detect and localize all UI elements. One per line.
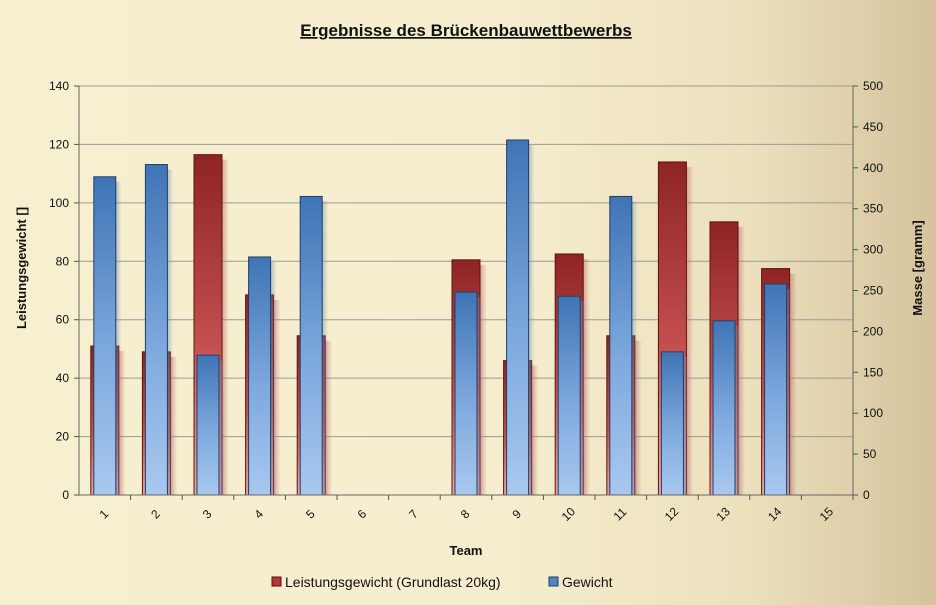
legend: Leistungsgewicht (Grundlast 20kg) Gewich… [271, 574, 613, 590]
y-tick-label: 140 [49, 79, 69, 93]
y2-tick-label: 100 [863, 406, 883, 420]
legend-swatch-leistungsgewicht [271, 576, 282, 587]
bar-shadow-gewicht [477, 297, 483, 495]
bar-shadow-gewicht [580, 301, 587, 495]
bar-shadow-leistungsgewicht [273, 299, 281, 495]
bar-shadow-gewicht [322, 201, 329, 495]
x-tick-label: 2 [148, 507, 163, 522]
bar-shadow-leistungsgewicht [789, 273, 797, 495]
x-axis-label: Team [450, 543, 483, 558]
bar-shadow-leistungsgewicht [634, 340, 642, 495]
bar-shadow-gewicht [631, 201, 638, 495]
bar-shadow-leistungsgewicht [583, 258, 591, 495]
y-tick-label: 40 [56, 371, 70, 385]
bar-shadow-leistungsgewicht [118, 351, 126, 495]
bar-gewicht [609, 195, 633, 496]
legend-label-gewicht: Gewicht [562, 574, 613, 590]
bar-shadow-gewicht [270, 261, 277, 495]
bar-gewicht [144, 164, 168, 496]
bar-gewicht [506, 139, 530, 496]
bar-shadow-leistungsgewicht [170, 356, 178, 495]
legend-label-leistungsgewicht: Leistungsgewicht (Grundlast 20kg) [285, 574, 501, 590]
y-tick-label: 100 [49, 196, 69, 210]
bar-gewicht [454, 291, 478, 496]
x-axis-ticks: 1 2 3 4 5 6 7 8 9 10 11 12 13 14 15 [97, 495, 854, 524]
y-tick-label: 80 [56, 254, 70, 268]
y2-tick-label: 250 [863, 284, 883, 298]
y2-tick-label: 50 [863, 447, 877, 461]
y2-tick-label: 0 [863, 488, 870, 502]
bar-shadow-gewicht [115, 181, 122, 495]
bar-shadow-gewicht [528, 144, 535, 495]
bar-shadow-gewicht [219, 360, 225, 495]
y-axis-label: Leistungsgewicht [] [14, 207, 29, 329]
y-tick-label: 20 [56, 430, 70, 444]
bar-shadow-leistungsgewicht [222, 159, 229, 495]
bars [90, 139, 797, 496]
x-tick-label: 15 [817, 504, 837, 524]
bar-shadow-gewicht [683, 356, 690, 495]
x-tick-label: 5 [303, 507, 318, 522]
y2-tick-label: 300 [863, 243, 883, 257]
y-tick-label: 60 [56, 313, 70, 327]
bar-shadow-leistungsgewicht [686, 166, 694, 495]
bar-gewicht [93, 176, 117, 496]
bar-shadow-leistungsgewicht [480, 264, 487, 495]
x-tick-label: 1 [97, 507, 112, 522]
y2-axis-ticks: 0 50 100 150 200 250 300 350 400 450 500 [853, 79, 883, 502]
bar-shadow-leistungsgewicht [325, 340, 333, 495]
bar-gewicht [660, 351, 684, 496]
bar-shadow-gewicht [167, 169, 174, 495]
y2-tick-label: 500 [863, 79, 883, 93]
bar-gewicht [712, 320, 736, 496]
y-tick-label: 0 [62, 488, 69, 502]
x-tick-label: 6 [355, 507, 370, 522]
chart-title: Ergebnisse des Brückenbauwettbewerbs [300, 21, 632, 40]
x-tick-label: 11 [611, 505, 630, 524]
x-tick-label: 3 [200, 507, 215, 522]
x-tick-label: 7 [406, 507, 421, 522]
y-axis-ticks: 0 20 40 60 80 100 120 140 [49, 79, 79, 502]
y2-tick-label: 150 [863, 365, 883, 379]
x-tick-label: 8 [458, 507, 473, 522]
bar-gewicht [764, 283, 788, 496]
y-tick-label: 120 [49, 137, 69, 151]
bar-shadow-gewicht [735, 325, 741, 495]
bar-gewicht [299, 195, 323, 496]
y2-tick-label: 200 [863, 324, 883, 338]
y2-tick-label: 350 [863, 202, 883, 216]
x-tick-label: 10 [559, 504, 579, 524]
y2-tick-label: 450 [863, 120, 883, 134]
x-tick-label: 4 [251, 507, 266, 522]
bar-gewicht [196, 354, 220, 496]
bar-shadow-leistungsgewicht [531, 365, 539, 495]
bar-gewicht [557, 295, 581, 496]
y2-axis-label: Masse [gramm] [910, 220, 925, 315]
bar-gewicht [248, 256, 272, 496]
bar-shadow-leistungsgewicht [738, 226, 745, 495]
x-tick-label: 13 [713, 504, 733, 524]
legend-swatch-gewicht [548, 576, 559, 587]
x-tick-label: 12 [662, 504, 682, 524]
x-tick-label: 14 [765, 504, 785, 524]
y2-tick-label: 400 [863, 161, 883, 175]
x-tick-label: 9 [509, 507, 524, 522]
bar-shadow-gewicht [786, 288, 793, 495]
